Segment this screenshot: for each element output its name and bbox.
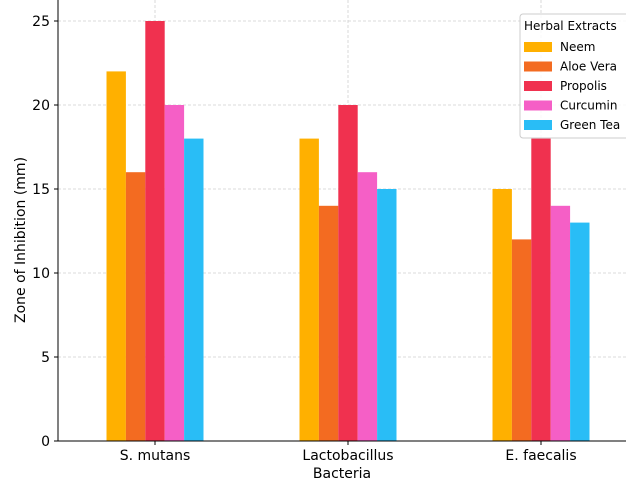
legend-title: Herbal Extracts	[524, 19, 617, 33]
x-tick-label: S. mutans	[120, 448, 191, 464]
legend-items: Neem Aloe Vera Propolis Curcumin Green Tea	[524, 40, 620, 132]
legend-label: Curcumin	[560, 99, 618, 113]
legend-label: Aloe Vera	[560, 60, 617, 74]
legend: Herbal Extracts Neem Aloe Vera Propolis Cur…	[519, 13, 626, 139]
bar-neem-1	[299, 138, 319, 441]
x-tick-label: Lactobacillus	[302, 448, 393, 464]
bar-curcumin-0	[164, 105, 185, 441]
bar-green-tea-2	[570, 222, 590, 441]
bar-neem-2	[492, 189, 512, 441]
bar-aloe-vera-0	[125, 172, 146, 441]
y-tick-label: 5	[41, 350, 50, 366]
ticks: 0 5 10 15 20 25 S. mutans Lactobacillus E. faeca…	[32, 14, 576, 464]
bar-aloe-vera-1	[318, 205, 339, 441]
legend-swatch	[524, 120, 552, 130]
legend-swatch	[524, 61, 552, 72]
y-tick-label: 10	[32, 266, 50, 282]
legend-swatch	[524, 42, 552, 52]
bar-green-tea-1	[377, 189, 397, 441]
y-tick-label: 20	[32, 98, 50, 114]
bar-green-tea-0	[184, 138, 204, 441]
bar-propolis-1	[338, 105, 358, 441]
y-tick-label: 0	[41, 434, 50, 450]
bar-curcumin-2	[550, 205, 571, 441]
legend-label: Propolis	[560, 79, 607, 93]
x-axis-title: Bacteria	[313, 466, 371, 481]
y-tick-label: 25	[32, 14, 50, 30]
bar-propolis-0	[145, 21, 165, 441]
axes	[57, 0, 626, 442]
legend-label: Neem	[560, 40, 595, 54]
bar-propolis-2	[531, 138, 551, 441]
bar-neem-0	[106, 71, 126, 442]
legend-swatch	[524, 81, 552, 91]
bar-curcumin-1	[357, 172, 378, 441]
legend-label: Green Tea	[560, 118, 620, 132]
x-tick-label: E. faecalis	[505, 448, 576, 464]
bar-aloe-vera-2	[511, 239, 532, 441]
bars	[106, 21, 590, 442]
legend-swatch	[524, 100, 552, 111]
y-axis-title: Zone of Inhibition (mm)	[13, 157, 29, 323]
y-tick-label: 15	[32, 182, 50, 198]
